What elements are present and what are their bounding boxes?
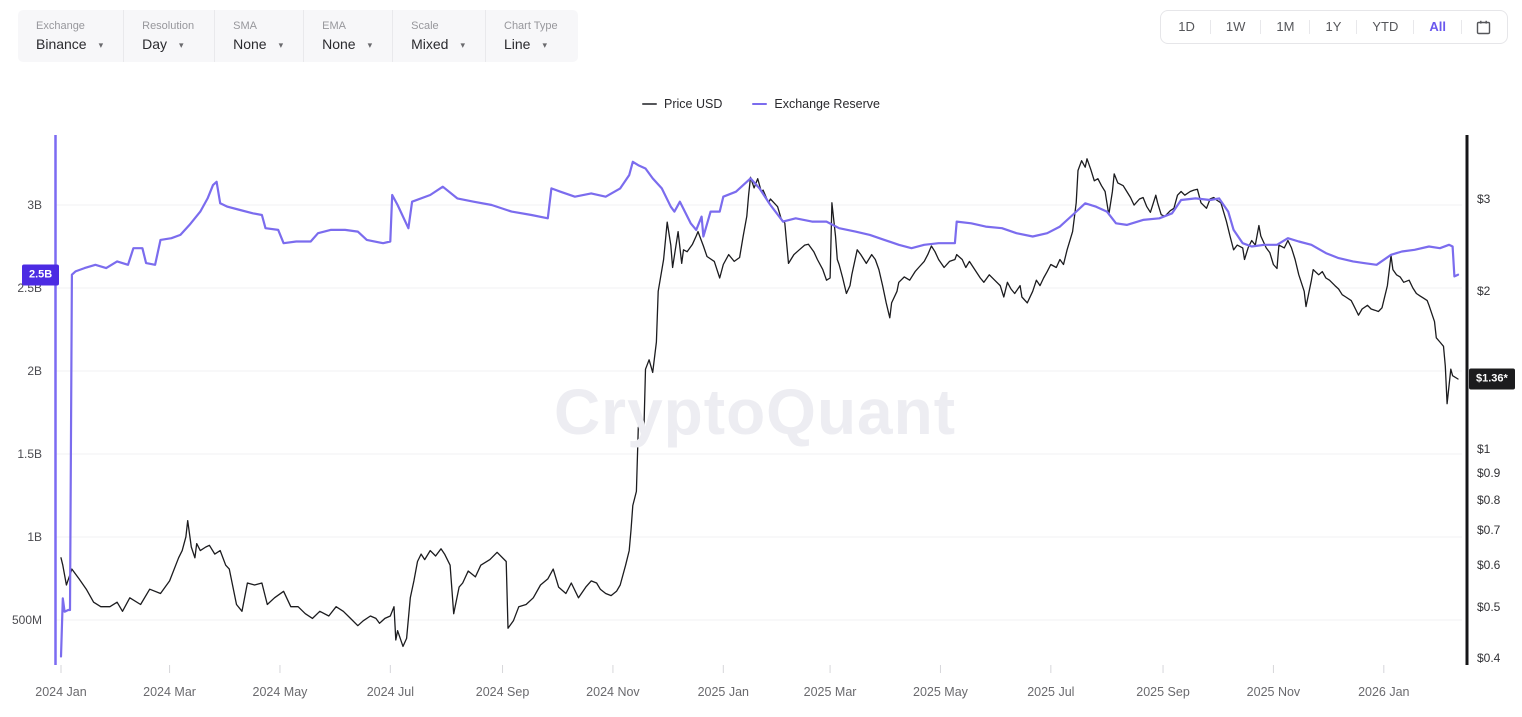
toolbar-control-value: Mixed — [411, 36, 449, 52]
calendar-icon — [1476, 20, 1491, 34]
right-axis-tick-label: $0.7 — [1477, 523, 1501, 538]
right-axis-tick-label: $0.5 — [1477, 599, 1501, 614]
right-axis-tick-label: $3 — [1477, 191, 1491, 206]
legend-item-exchange-reserve[interactable]: Exchange Reserve — [752, 97, 880, 111]
toolbar-control-label: Chart Type — [504, 20, 558, 32]
right-axis-tick-label: $0.8 — [1477, 492, 1501, 507]
x-axis-tick-label: 2024 Jul — [366, 685, 414, 699]
divider — [1260, 20, 1262, 34]
chevron-down-icon: ▾ — [460, 39, 465, 50]
divider — [1356, 20, 1358, 34]
x-axis-tick-label: 2024 Nov — [586, 685, 640, 699]
exchange-reserve-line — [59, 160, 1460, 658]
toolbar-control-scale[interactable]: Scale Mixed ▾ — [393, 10, 486, 62]
range-button-1y[interactable]: 1Y — [1310, 11, 1356, 43]
toolbar-control-chart-type[interactable]: Chart Type Line ▾ — [486, 10, 578, 62]
right-axis-tick-label: $0.9 — [1477, 465, 1501, 480]
divider — [1309, 20, 1311, 34]
x-axis-tick-label: 2025 Mar — [803, 685, 857, 699]
toolbar-control-sma[interactable]: SMA None ▾ — [215, 10, 305, 62]
left-axis-tick-label: 1.5B — [17, 447, 42, 461]
chevron-down-icon: ▾ — [542, 39, 547, 50]
range-button-1m[interactable]: 1M — [1261, 11, 1309, 43]
x-axis-tick-label: 2025 Sep — [1136, 685, 1190, 699]
chevron-down-icon: ▾ — [367, 39, 373, 50]
left-axis-tick-label: 500M — [11, 613, 42, 627]
left-axis-tick-label: 3B — [27, 198, 42, 212]
range-button-ytd[interactable]: YTD — [1357, 11, 1413, 43]
chevron-down-icon: ▾ — [179, 39, 184, 50]
toolbar-control-label: Exchange — [36, 20, 85, 32]
legend-item-price-usd[interactable]: Price USD — [642, 97, 722, 111]
toolbar-control-label: SMA — [233, 20, 257, 32]
x-axis-tick-label: 2026 Jan — [1358, 685, 1410, 699]
toolbar-control-value: Line — [504, 36, 531, 52]
x-axis-tick-label: 2024 Sep — [475, 685, 530, 699]
x-axis-tick-label: 2025 Nov — [1246, 685, 1301, 699]
legend-marker — [752, 102, 768, 106]
divider — [1413, 20, 1415, 34]
range-selector: 1D 1W 1M 1Y YTD All — [1160, 10, 1508, 44]
chart-legend: Price USD Exchange Reserve — [0, 97, 1522, 111]
chevron-down-icon: ▾ — [278, 39, 284, 50]
reserve-current-value-badge: 2.5B — [22, 264, 60, 286]
left-axis-tick-label: 1B — [27, 530, 42, 544]
legend-label: Price USD — [664, 97, 723, 111]
legend-label: Exchange Reserve — [774, 97, 880, 111]
divider — [1461, 20, 1462, 34]
range-button-1d[interactable]: 1D — [1163, 11, 1210, 43]
toolbar-control-resolution[interactable]: Resolution Day ▾ — [124, 10, 216, 62]
toolbar-control-label: Scale — [411, 20, 439, 32]
calendar-button[interactable] — [1462, 11, 1505, 43]
x-axis-tick-label: 2025 May — [913, 685, 968, 699]
range-button-all[interactable]: All — [1414, 11, 1461, 43]
cryptoquant-watermark: CryptoQuant — [553, 376, 957, 448]
x-axis-tick-label: 2024 Mar — [143, 685, 196, 699]
toolbar-control-value: None — [233, 36, 267, 52]
right-axis-tick-label: $0.4 — [1477, 650, 1501, 665]
toolbar-control-exchange[interactable]: Exchange Binance ▾ — [18, 10, 125, 62]
left-axis-tick-label: 2B — [27, 364, 42, 378]
chart-toolbar: Exchange Binance ▾ Resolution Day ▾ SMA None ▾ EM… — [18, 10, 578, 62]
toolbar-control-label: EMA — [322, 20, 346, 32]
x-axis-tick-label: 2025 Jul — [1027, 685, 1075, 699]
price-current-value-badge: $1.36* — [1469, 368, 1515, 390]
toolbar-control-label: Resolution — [142, 20, 195, 32]
legend-marker — [642, 102, 658, 106]
x-axis-tick-label: 2025 Jan — [697, 685, 750, 699]
toolbar-control-value: Binance — [36, 36, 87, 52]
toolbar-control-ema[interactable]: EMA None ▾ — [304, 10, 394, 62]
right-axis-tick-label: $2 — [1477, 284, 1491, 299]
chevron-down-icon: ▾ — [98, 39, 104, 50]
toolbar-control-value: Day — [142, 36, 168, 52]
right-axis-tick-label: $0.6 — [1477, 558, 1501, 573]
right-axis-tick-label: $1 — [1477, 442, 1491, 456]
price-usd-line — [60, 158, 1459, 648]
range-button-1w[interactable]: 1W — [1211, 11, 1261, 43]
x-axis-tick-label: 2024 Jan — [35, 685, 87, 699]
divider — [1209, 20, 1211, 34]
toolbar-control-value: None — [322, 36, 356, 52]
x-axis-tick-label: 2024 May — [252, 685, 308, 699]
